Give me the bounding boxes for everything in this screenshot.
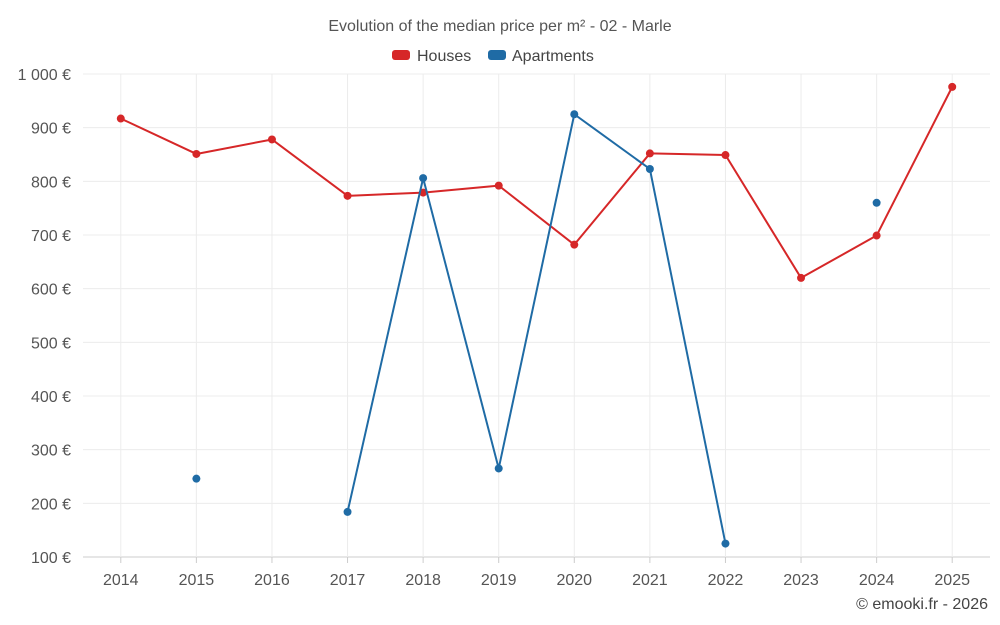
data-point-houses[interactable] — [721, 151, 730, 160]
data-point-houses[interactable] — [797, 273, 806, 282]
series-layer — [116, 82, 957, 548]
y-axis-ticks: 100 € 200 € 300 € 400 € 500 € 600 € 700 € 800 €… — [18, 67, 71, 567]
data-point-apartments[interactable] — [872, 198, 881, 207]
x-axis-ticks: 2014 2015 2016 2017 2018 2019 2020 2021 2022 2023… — [103, 557, 970, 589]
x-tick-label: 2020 — [556, 572, 592, 589]
data-point-apartments[interactable] — [192, 474, 201, 483]
legend-item-apartments[interactable]: Apartments — [488, 48, 594, 65]
x-tick-label: 2018 — [405, 572, 441, 589]
y-tick-label: 800 € — [31, 174, 71, 191]
x-tick-label: 2021 — [632, 572, 668, 589]
chart-title: Evolution of the median price per m² - 0… — [328, 18, 671, 35]
legend-swatch-apartments — [488, 50, 506, 60]
y-tick-label: 300 € — [31, 443, 71, 460]
legend-swatch-houses — [392, 50, 410, 60]
data-point-apartments[interactable] — [494, 464, 503, 473]
legend-label-apartments: Apartments — [512, 48, 594, 65]
gridlines — [83, 73, 990, 558]
y-tick-label: 600 € — [31, 282, 71, 299]
data-point-apartments[interactable] — [570, 110, 579, 119]
legend-item-houses[interactable]: Houses — [392, 48, 471, 65]
data-point-apartments[interactable] — [721, 539, 730, 548]
x-tick-label: 2023 — [783, 572, 819, 589]
x-tick-label: 2022 — [708, 572, 744, 589]
series-line-apartments — [346, 113, 727, 544]
legend: Houses Apartments — [392, 48, 594, 65]
data-point-houses[interactable] — [645, 149, 654, 158]
data-point-apartments[interactable] — [419, 174, 428, 183]
data-point-houses[interactable] — [267, 135, 276, 144]
data-point-houses[interactable] — [948, 82, 957, 91]
x-tick-label: 2019 — [481, 572, 517, 589]
legend-label-houses: Houses — [417, 48, 471, 65]
series-houses — [116, 82, 957, 282]
series-apartments — [192, 110, 881, 548]
x-tick-label: 2017 — [330, 572, 366, 589]
y-tick-label: 400 € — [31, 389, 71, 406]
data-point-houses[interactable] — [494, 181, 503, 190]
x-tick-label: 2025 — [934, 572, 970, 589]
y-tick-label: 700 € — [31, 228, 71, 245]
data-point-houses[interactable] — [570, 240, 579, 249]
data-point-apartments[interactable] — [343, 507, 352, 516]
series-line-houses — [120, 86, 954, 279]
y-tick-label: 900 € — [31, 121, 71, 138]
data-point-houses[interactable] — [116, 114, 125, 123]
x-tick-label: 2024 — [859, 572, 895, 589]
credit-text: © emooki.fr - 2026 — [856, 596, 988, 613]
y-tick-label: 500 € — [31, 335, 71, 352]
y-tick-label: 100 € — [31, 550, 71, 567]
y-tick-label: 200 € — [31, 496, 71, 513]
data-point-apartments[interactable] — [645, 164, 654, 173]
x-tick-label: 2015 — [179, 572, 215, 589]
data-point-houses[interactable] — [872, 231, 881, 240]
x-tick-label: 2016 — [254, 572, 290, 589]
y-tick-label: 1 000 € — [18, 67, 71, 84]
data-point-houses[interactable] — [192, 149, 201, 158]
data-point-houses[interactable] — [343, 191, 352, 200]
x-tick-label: 2014 — [103, 572, 139, 589]
